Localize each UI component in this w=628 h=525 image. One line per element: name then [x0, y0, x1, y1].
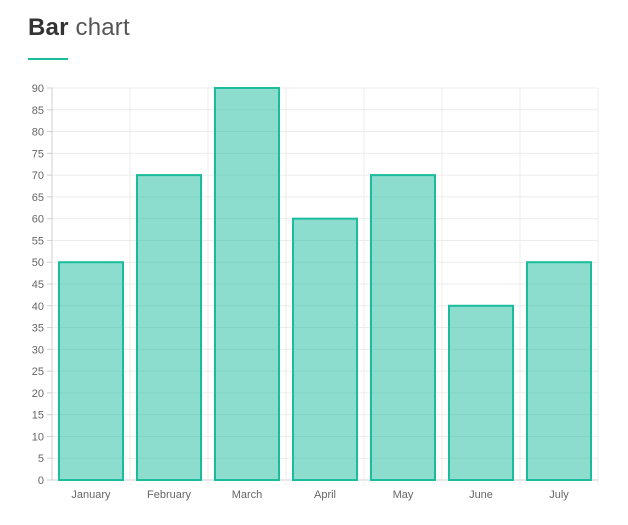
y-tick-label: 70: [32, 170, 44, 182]
y-tick-label: 90: [32, 83, 44, 95]
y-tick-label: 40: [32, 301, 44, 313]
x-tick-label: July: [549, 489, 569, 501]
y-tick-label: 60: [32, 214, 44, 226]
y-tick-label: 50: [32, 257, 44, 269]
title-bold: Bar: [28, 14, 69, 41]
y-tick-label: 30: [32, 344, 44, 356]
bar-january[interactable]: [58, 261, 124, 481]
title-underline: [28, 58, 68, 60]
x-tick-label: May: [393, 489, 414, 501]
page-title: Bar chart: [28, 14, 130, 42]
y-tick-label: 75: [32, 148, 44, 160]
y-tick-label: 10: [32, 431, 44, 443]
y-tick-label: 35: [32, 323, 44, 335]
y-tick-label: 80: [32, 127, 44, 139]
x-tick-label: April: [314, 489, 336, 501]
x-tick-label: February: [147, 489, 192, 501]
bar-april[interactable]: [292, 217, 358, 482]
x-tick-label: June: [469, 489, 493, 501]
y-tick-label: 25: [32, 366, 44, 378]
bar-march[interactable]: [214, 87, 280, 481]
bar-february[interactable]: [136, 174, 202, 481]
title-light: chart: [75, 14, 130, 41]
bar-may[interactable]: [370, 174, 436, 481]
bar-june[interactable]: [448, 304, 514, 481]
y-tick-label: 55: [32, 235, 44, 247]
x-tick-label: January: [71, 489, 111, 501]
y-tick-label: 65: [32, 192, 44, 204]
y-tick-label: 20: [32, 388, 44, 400]
x-tick-label: March: [232, 489, 263, 501]
y-tick-label: 85: [32, 105, 44, 117]
y-tick-label: 45: [32, 279, 44, 291]
y-tick-label: 0: [38, 475, 44, 487]
y-tick-label: 15: [32, 410, 44, 422]
y-tick-label: 5: [38, 453, 44, 465]
bar-july[interactable]: [526, 261, 592, 481]
